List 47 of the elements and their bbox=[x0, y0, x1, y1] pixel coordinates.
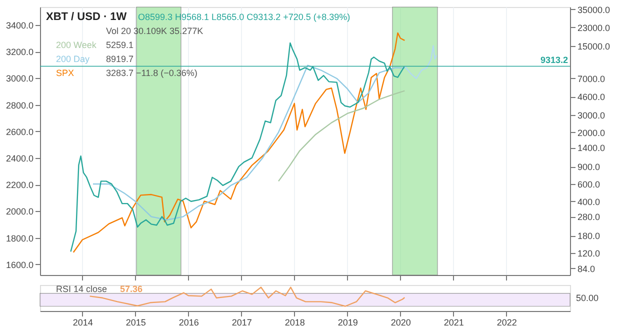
text: SPX bbox=[56, 68, 74, 78]
annotation: 57.36 bbox=[120, 284, 143, 294]
text: 200 Day bbox=[56, 54, 90, 64]
x-tick-label: 2022 bbox=[496, 318, 517, 328]
y-tick-label: 2800.0 bbox=[6, 100, 34, 110]
y2-tick-label: 400.0 bbox=[578, 196, 600, 207]
text: 200 Week bbox=[56, 40, 97, 50]
y2-tick-label: 900.0 bbox=[578, 162, 600, 172]
y-tick-label: 1600.0 bbox=[6, 260, 34, 270]
x-tick-label: 2015 bbox=[126, 318, 146, 328]
x-tick-label: 2020 bbox=[390, 318, 411, 328]
y-tick-label: 1800.0 bbox=[6, 233, 34, 244]
y2-tick-label: 84.0 bbox=[578, 264, 596, 274]
series-label: RSI 14 close bbox=[56, 284, 108, 294]
y-tick-label: 3400.0 bbox=[6, 20, 34, 30]
y2-tick-label: 7000.0 bbox=[578, 74, 606, 84]
x-tick-label: 2021 bbox=[444, 318, 464, 328]
annotation: 5259.1 bbox=[106, 40, 134, 50]
y2-tick-label: 15000.0 bbox=[578, 41, 610, 52]
x-tick-label: 2014 bbox=[72, 318, 93, 328]
y2-tick-label: 35000.0 bbox=[578, 4, 610, 15]
y2-tick-label: 3000.0 bbox=[578, 110, 606, 120]
annotation: Vol 20 30.109K 35.277K bbox=[106, 26, 204, 36]
y2-tick-label: 1400.0 bbox=[578, 143, 606, 154]
x-tick-label: 2019 bbox=[338, 318, 358, 328]
x-tick-label: 2018 bbox=[284, 318, 305, 328]
y2-tick-label: 600.0 bbox=[578, 179, 600, 190]
x-tick-label: 2017 bbox=[232, 318, 252, 328]
y2-tick-label: 4600.0 bbox=[578, 92, 606, 102]
y2-tick-label: 120.0 bbox=[578, 248, 600, 259]
y-tick-label: 2200.0 bbox=[6, 180, 34, 190]
ref-line-label: 9313.2 bbox=[540, 55, 568, 66]
y2-tick-label: 280.0 bbox=[578, 212, 600, 222]
text: 50.00 bbox=[576, 293, 599, 303]
y-tick-label: 3200.0 bbox=[6, 47, 34, 58]
y-tick-label: 2600.0 bbox=[6, 126, 34, 137]
annotation: 3283.7 −11.8 (−0.36%) bbox=[106, 68, 198, 78]
y2-tick-label: 180.0 bbox=[578, 231, 600, 242]
annotation: O8599.3 H9568.1 L8565.0 C9313.2 +720.5 (+8.39%) bbox=[138, 12, 350, 22]
y2-tick-label: 23000.0 bbox=[578, 22, 610, 33]
chart-title: XBT / USD · 1W bbox=[46, 11, 128, 23]
y2-tick-label: 2000.0 bbox=[578, 128, 606, 138]
y-tick-label: 3000.0 bbox=[6, 74, 34, 84]
y-tick-label: 2000.0 bbox=[6, 206, 34, 217]
y-tick-label: 2400.0 bbox=[6, 153, 34, 164]
annotation: 8919.7 bbox=[106, 54, 134, 64]
x-tick-label: 2016 bbox=[178, 318, 199, 328]
